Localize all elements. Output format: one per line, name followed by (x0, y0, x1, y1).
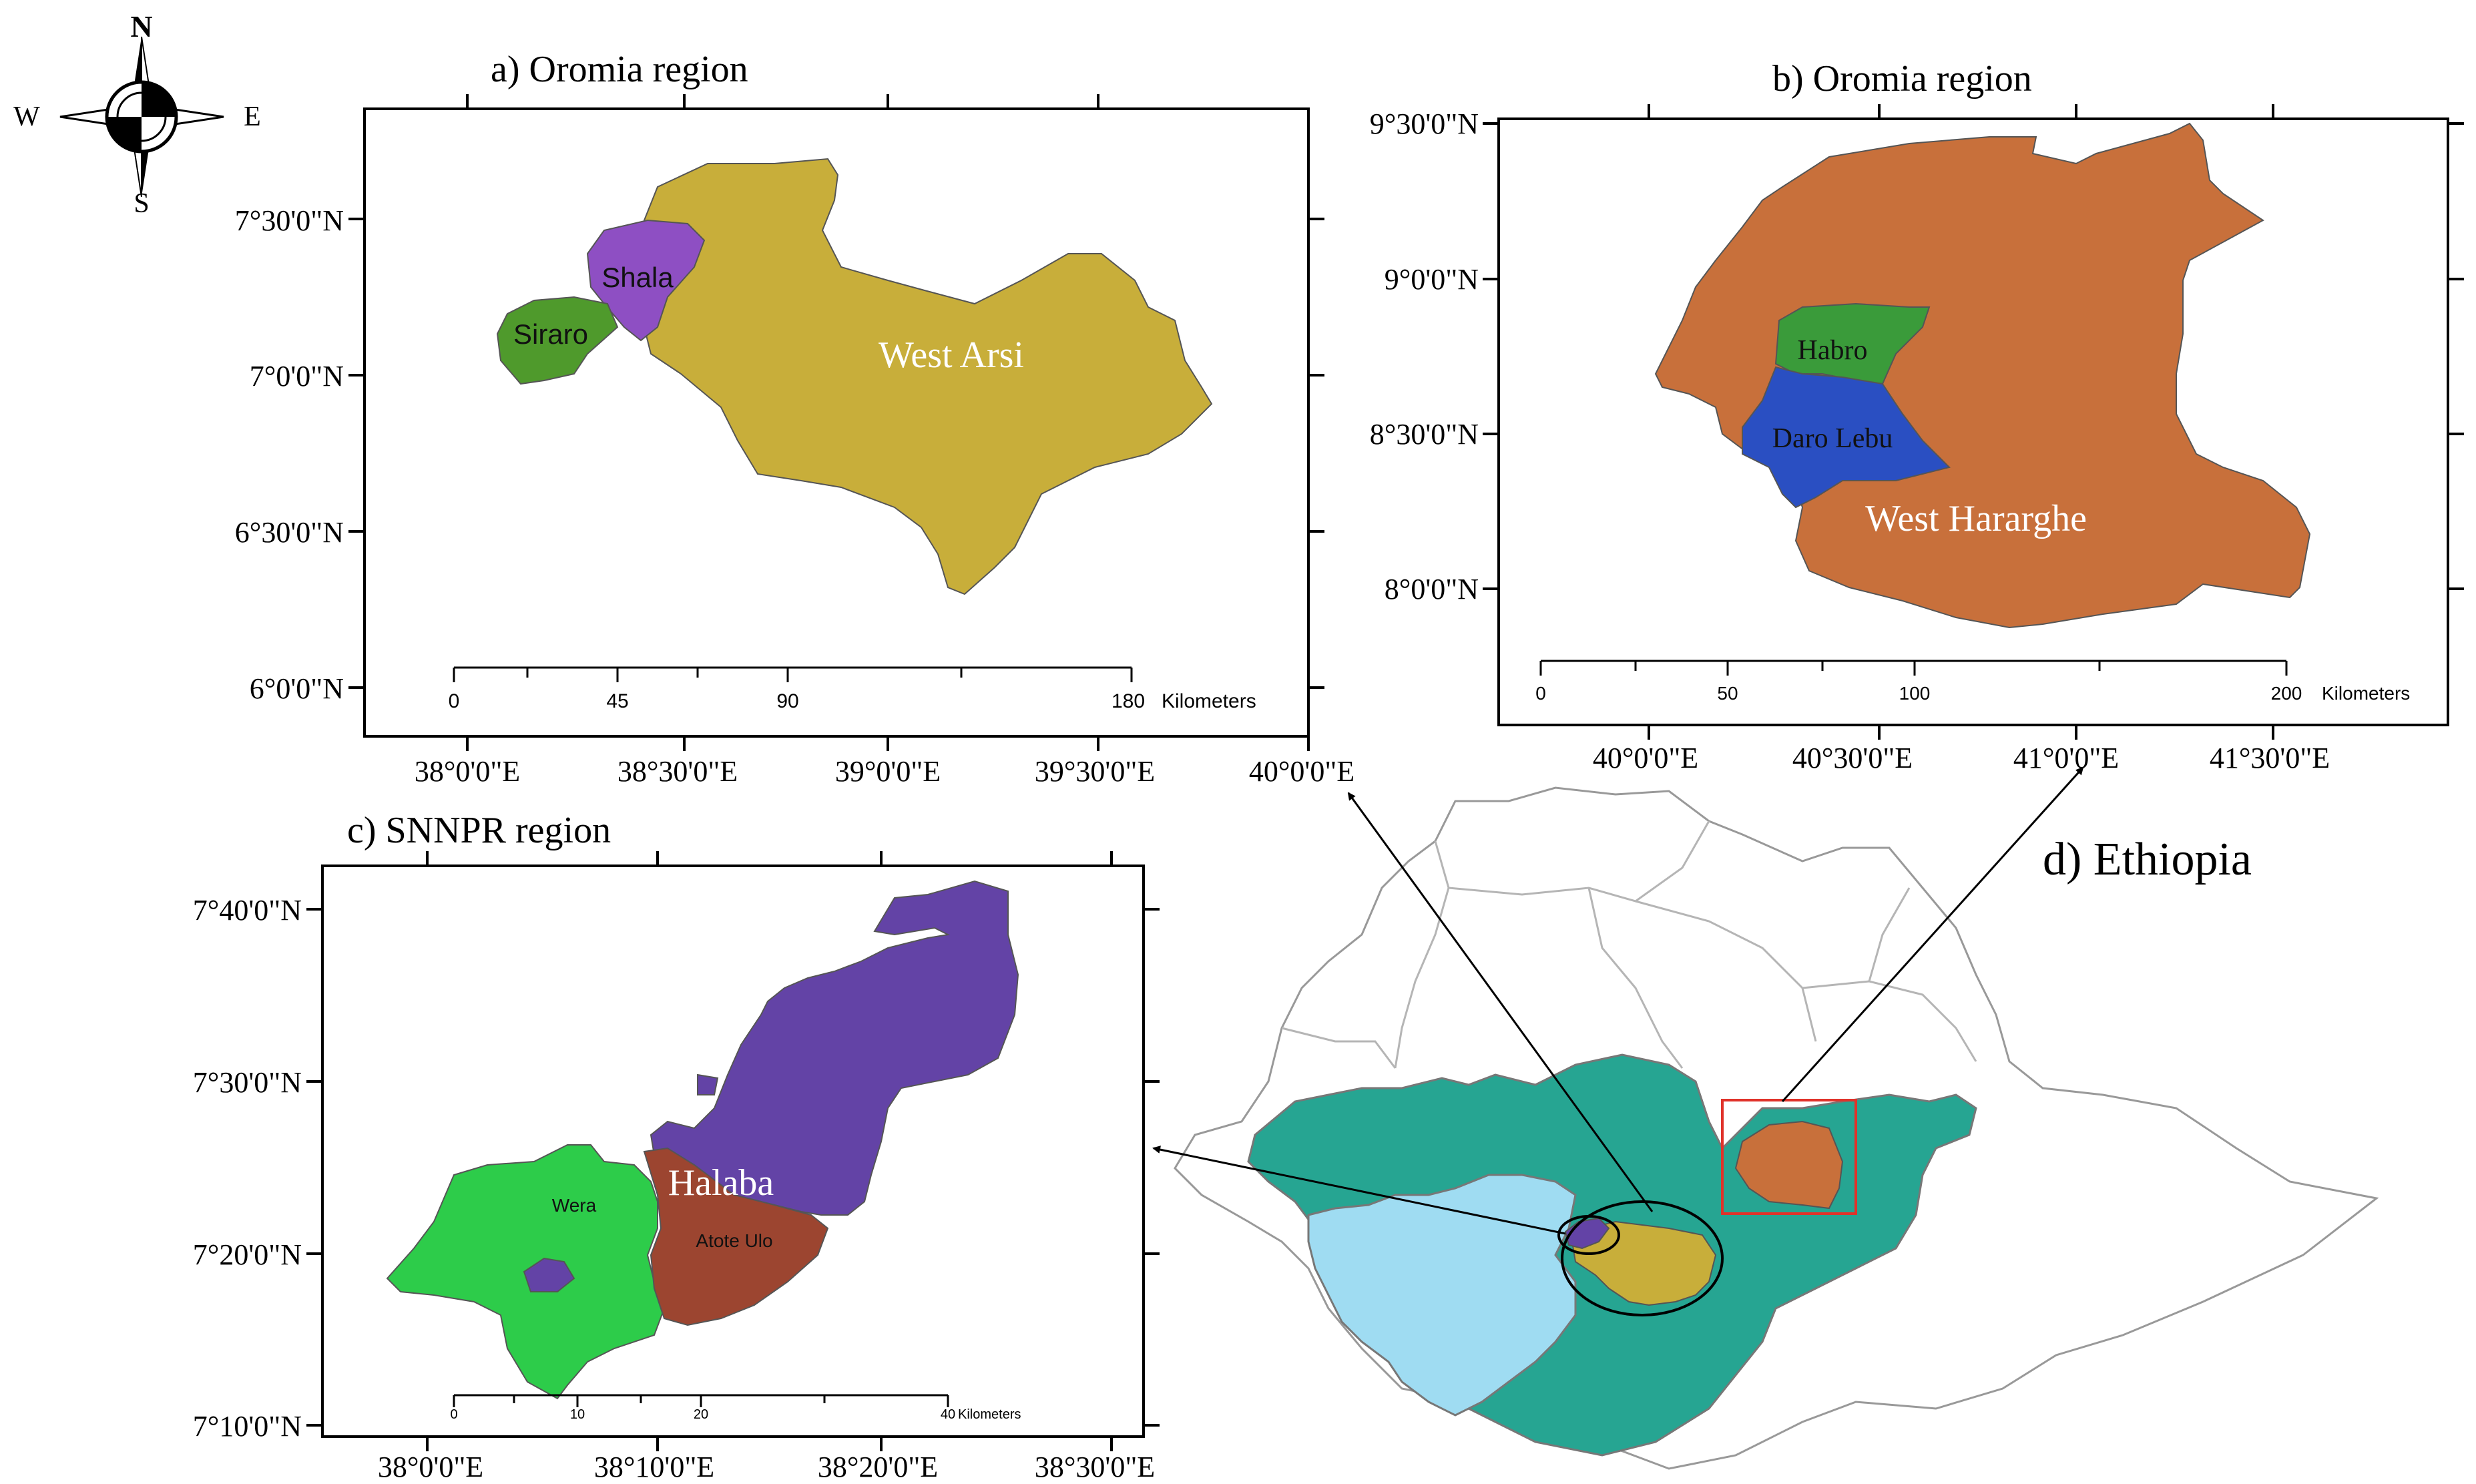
habro-label: Habro (1798, 335, 1868, 366)
panel-a-lat-label-1: 7°30'0"N (235, 204, 344, 237)
panel-d-title: d) Ethiopia (2043, 834, 2252, 885)
west-hararghe-locator-box (1721, 1099, 1857, 1215)
panel-c-scale-bar (453, 1394, 949, 1407)
panel-a-lon-label-5: 40°0'0"E (1249, 755, 1354, 788)
panel-b-scale-2: 100 (1899, 683, 1931, 704)
panel-c-title: c) SNNPR region (347, 810, 611, 851)
panel-c-lat-label-1: 7°40'0"N (193, 894, 302, 927)
arrow-to-panel-c (1152, 1146, 1566, 1235)
atote-ulo-label: Atote Ulo (696, 1230, 772, 1251)
north-arrow-compass-icon (59, 36, 224, 198)
panel-b-scale-bar (1539, 660, 2288, 676)
panel-b-lon-label-2: 40°30'0"E (1792, 742, 1913, 774)
panel-b-oromia-map: b) Oromia region 9°30'0"N 9°0'0"N 8°30'0… (1370, 58, 2464, 774)
siraro-label: Siraro (513, 318, 588, 350)
panel-b-lat-label-3: 8°30'0"N (1370, 418, 1479, 451)
panel-c-lat-label-3: 7°20'0"N (193, 1238, 302, 1271)
panel-b-scale-1: 50 (1717, 683, 1738, 704)
panel-a-lat-label-4: 6°0'0"N (250, 672, 344, 705)
panel-a-scale-3: 180 (1111, 690, 1145, 712)
ethiopia-admin-boundaries (1281, 820, 1977, 1069)
west-arsi-region (626, 158, 1213, 595)
panel-c-scale-3: 40 (941, 1407, 955, 1422)
panel-b-lat-label-2: 9°0'0"N (1385, 263, 1479, 296)
siraro-region (496, 296, 619, 385)
panel-c-snnpr-map: c) SNNPR region 7°40'0"N 7°30'0"N 7°20'0… (193, 810, 1160, 1483)
panel-a-scale-1: 45 (606, 690, 628, 712)
panel-b-lat-label-4: 8°0'0"N (1385, 573, 1479, 605)
shala-label: Shala (601, 262, 674, 293)
wera-label: Wera (552, 1195, 597, 1216)
panel-a-oromia-map: a) Oromia region 7°30'0"N 7°0'0"N 6°30'0… (235, 49, 1354, 788)
panel-c-lon-label-1: 38°0'0"E (378, 1451, 483, 1483)
panel-c-lat-label-2: 7°30'0"N (193, 1066, 302, 1099)
panel-a-lon-label-3: 39°0'0"E (835, 755, 941, 788)
west-hararghe-highlight (1734, 1120, 1844, 1210)
panel-b-lon-label-4: 41°30'0"E (2210, 742, 2330, 774)
panel-b-lon-label-3: 41°0'0"E (2013, 742, 2119, 774)
compass-south-label: S (134, 188, 149, 219)
panel-b-lat-label-1: 9°30'0"N (1370, 107, 1479, 140)
panel-a-title: a) Oromia region (491, 49, 748, 90)
west-arsi-label: West Arsi (879, 334, 1024, 376)
arrow-to-panel-b (1781, 766, 2084, 1103)
snnpr-region-area (1307, 1174, 1577, 1417)
panel-a-scale-unit: Kilometers (1162, 690, 1256, 712)
study-area-ellipse-large (1561, 1200, 1724, 1316)
compass-north-label: N (130, 9, 152, 43)
panel-c-scale-0: 0 (450, 1407, 457, 1422)
panel-c-scale-2: 20 (694, 1407, 708, 1422)
daro-lebu-region (1742, 366, 1951, 509)
west-hararghe-region (1654, 122, 2311, 629)
halaba-label: Halaba (668, 1162, 774, 1204)
panel-a-lat-label-3: 6°30'0"N (235, 516, 344, 549)
panel-a-scale-0: 0 (449, 690, 460, 712)
panel-d-ethiopia-map: d) Ethiopia (1174, 786, 2379, 1470)
panel-c-scale-1: 10 (570, 1407, 585, 1422)
panel-b-scale-0: 0 (1535, 683, 1546, 704)
panel-c-lon-label-2: 38°10'0"E (594, 1451, 714, 1483)
compass-east-label: E (244, 101, 261, 132)
panel-a-lon-label-2: 38°30'0"E (617, 755, 738, 788)
panel-a-scale-bar (453, 666, 1133, 682)
panel-a-lon-label-1: 38°0'0"E (415, 755, 520, 788)
west-hararghe-label: West Hararghe (1865, 498, 2087, 539)
atote-ulo-region (643, 1147, 829, 1326)
west-arsi-highlight (1571, 1220, 1717, 1306)
panel-b-scale-3: 200 (2271, 683, 2302, 704)
panel-b-ticks (1483, 104, 2464, 740)
arrow-to-panel-a (1347, 792, 1654, 1212)
panel-a-lat-label-2: 7°0'0"N (250, 360, 344, 393)
halaba-enclave (697, 1073, 719, 1095)
panel-c-lat-label-4: 7°10'0"N (193, 1410, 302, 1443)
panel-c-scale-unit: Kilometers (958, 1407, 1021, 1422)
panel-a-lon-label-4: 39°30'0"E (1035, 755, 1155, 788)
panel-c-lon-label-3: 38°20'0"E (818, 1451, 938, 1483)
panel-c-ticks (306, 851, 1160, 1451)
panel-a-scale-2: 90 (776, 690, 798, 712)
panel-b-lon-label-1: 40°0'0"E (1593, 742, 1698, 774)
panel-c-lon-label-4: 38°30'0"E (1035, 1451, 1155, 1483)
panel-b-title: b) Oromia region (1772, 58, 2032, 99)
connector-arrows (1152, 766, 2084, 1235)
compass-west-label: W (13, 101, 40, 132)
panel-a-ticks (348, 94, 1324, 751)
daro-lebu-label: Daro Lebu (1772, 423, 1893, 454)
wera-inner-halaba (523, 1257, 575, 1292)
panel-b-scale-unit: Kilometers (2322, 683, 2410, 704)
